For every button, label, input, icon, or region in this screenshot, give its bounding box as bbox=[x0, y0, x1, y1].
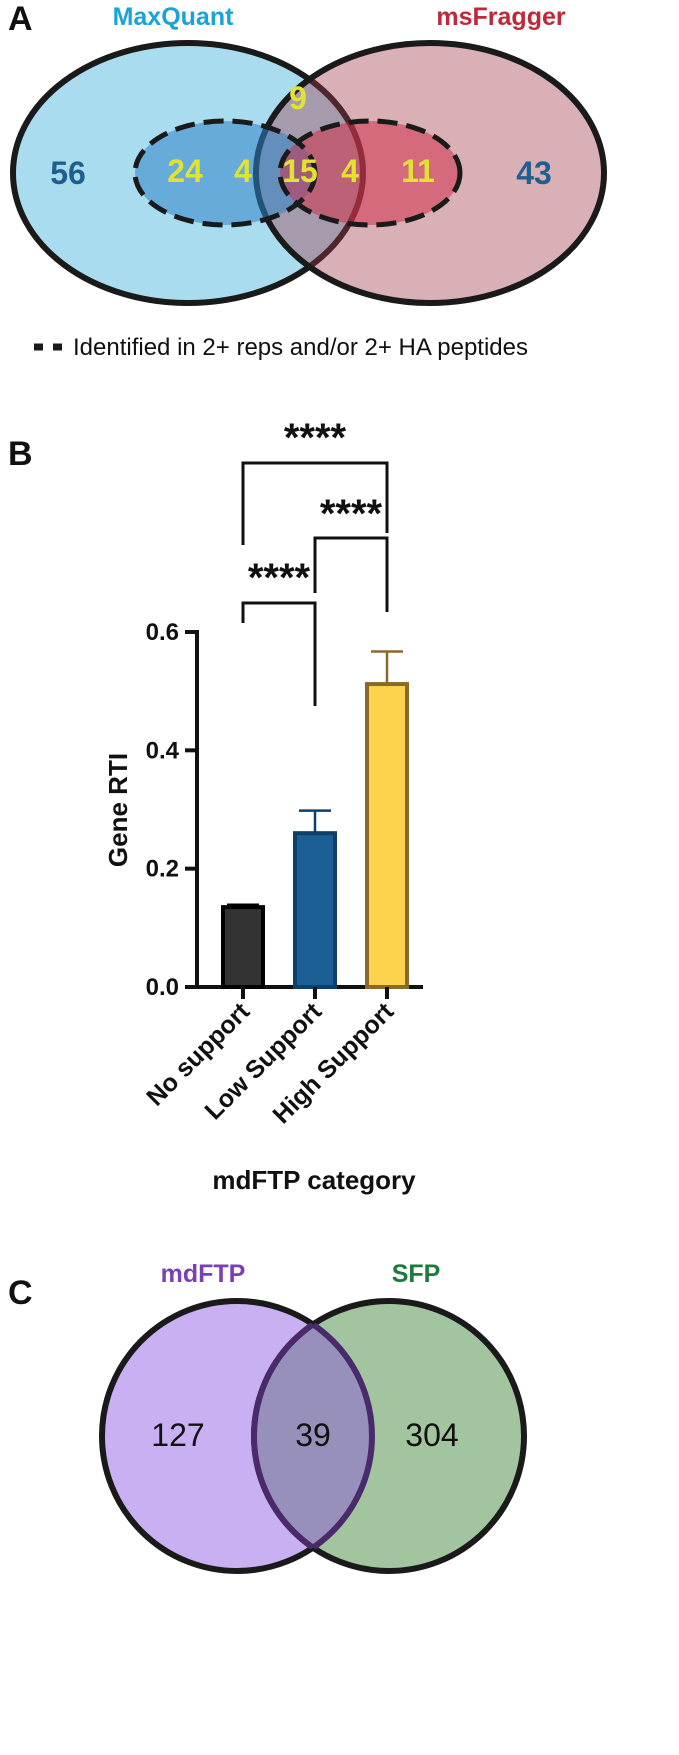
significance-bracket bbox=[313, 536, 389, 612]
significance-label: **** bbox=[284, 416, 347, 460]
significance-bracket bbox=[241, 461, 389, 545]
count-sfp-only: 304 bbox=[405, 1417, 458, 1453]
count-msfragger-high-only: 11 bbox=[401, 153, 435, 189]
count-maxquant-high-overlap: 4 bbox=[234, 153, 252, 189]
msfragger-label: msFragger bbox=[436, 3, 565, 31]
mdftp-label: mdFTP bbox=[161, 1260, 246, 1288]
y-tick-label: 0.6 bbox=[146, 619, 179, 646]
count-msfragger-high-overlap: 4 bbox=[341, 153, 359, 189]
bar bbox=[221, 905, 265, 989]
y-axis-title: Gene RTI bbox=[103, 753, 133, 867]
count-shared-low: 9 bbox=[289, 80, 307, 116]
maxquant-label: MaxQuant bbox=[113, 3, 235, 31]
msfragger-high-ellipse bbox=[280, 121, 460, 225]
y-tick-label: 0.4 bbox=[146, 737, 180, 764]
legend-text: Identified in 2+ reps and/or 2+ HA pepti… bbox=[73, 334, 528, 361]
overlap-edge-right bbox=[251, 1301, 372, 1571]
significance-label: **** bbox=[320, 492, 383, 536]
sfp-label: SFP bbox=[392, 1260, 441, 1288]
count-shared-high: 15 bbox=[282, 153, 318, 189]
panel-b-letter: B bbox=[8, 435, 33, 473]
count-maxquant-high-only: 24 bbox=[167, 153, 203, 189]
count-maxquant-only: 56 bbox=[50, 155, 86, 191]
panel-c-letter: C bbox=[8, 1274, 33, 1312]
y-tick-label: 0.2 bbox=[146, 856, 179, 883]
panel-c: C mdFTP SFP 127 39 304 bbox=[8, 1260, 527, 1574]
bar bbox=[293, 831, 337, 990]
count-msfragger-only: 43 bbox=[516, 155, 552, 191]
msfragger-high-outline bbox=[277, 118, 463, 228]
significance-label: **** bbox=[248, 556, 311, 600]
bar bbox=[365, 682, 409, 989]
maxquant-high-outline bbox=[132, 118, 318, 228]
panel-a: A MaxQuant msFragger 56 43 24 4 9 15 4 1… bbox=[8, 0, 607, 361]
overlap-edge-left bbox=[254, 1301, 375, 1571]
x-axis-title: mdFTP category bbox=[212, 1165, 416, 1195]
panel-a-letter: A bbox=[8, 0, 33, 38]
significance-bracket bbox=[241, 601, 317, 706]
maxquant-high-ellipse bbox=[135, 121, 315, 225]
y-tick-label: 0.0 bbox=[146, 974, 179, 1001]
overlap-region bbox=[254, 1301, 372, 1571]
count-overlap: 39 bbox=[295, 1417, 331, 1453]
count-mdftp-only: 127 bbox=[151, 1417, 204, 1453]
